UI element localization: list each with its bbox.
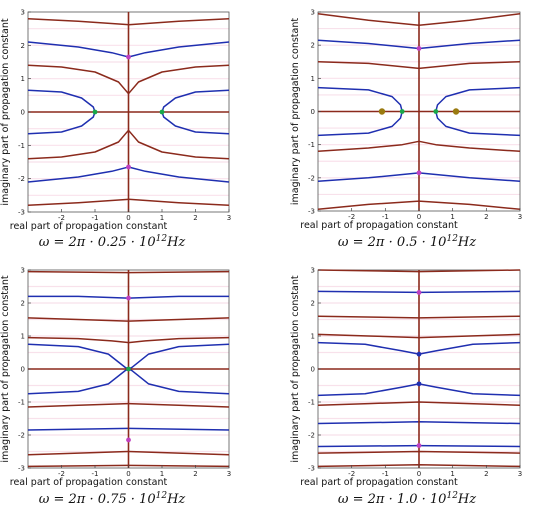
y-tick-label: 2 [311,42,315,50]
data-point-2 [126,164,131,170]
x-tick-label: 1 [160,470,164,478]
x-tick-label: 2 [484,213,488,221]
x-tick-label: -1 [92,214,99,222]
x-tick-label: -2 [58,214,65,222]
x-tick-label: 3 [518,213,522,221]
y-tick-label: 3 [311,9,315,17]
data-point-2 [416,443,422,448]
y-tick-label: 0 [311,108,315,116]
y-tick-label: -3 [18,209,25,217]
y-tick-label: 2 [21,42,25,50]
chart-caption: ω = 2π · 1.0 · 1012Hz [338,491,476,507]
x-tick-label: 0 [126,214,130,222]
chart-panel-4: -3 -2 -1 0 1 2 3 -2 -1 0 1 2 3 real part of propagati… [290,267,522,508]
x-axis-label: real part of propagation constant [10,477,168,488]
y-axis-label: imaginary part of propagation constant [290,18,301,205]
x-axis-label: real part of propagation constant [300,477,458,488]
x-tick-label: 3 [518,470,522,478]
chart-caption: ω = 2π · 0.5 · 1012Hz [338,234,476,250]
y-tick-label: 2 [311,300,315,308]
y-tick-label: -1 [18,399,25,407]
y-tick-label: -3 [18,465,25,473]
data-point-3 [92,109,98,115]
x-tick-label: 2 [484,470,488,478]
x-tick-label: 1 [450,470,454,478]
x-tick-label: 1 [450,213,454,221]
data-point-2 [126,437,131,443]
data-point-4 [416,381,422,387]
data-point-3 [378,108,386,115]
y-tick-label: -1 [308,141,315,149]
data-point-1 [126,295,131,301]
y-tick-label: 0 [21,366,25,374]
y-tick-label: -2 [18,432,25,440]
y-tick-label: 1 [21,75,25,83]
y-tick-label: -1 [18,142,25,150]
y-tick-label: 0 [311,366,315,374]
y-tick-label: -3 [308,465,315,473]
data-point-2 [416,170,422,176]
y-tick-label: -2 [308,432,315,440]
data-point-4 [452,108,460,115]
x-tick-label: -2 [58,470,65,478]
x-tick-label: 1 [160,214,164,222]
data-point-5 [399,109,405,114]
x-tick-label: -2 [348,213,355,221]
data-point-1 [416,290,422,295]
x-tick-label: 3 [227,214,231,222]
y-tick-label: -2 [18,175,25,183]
x-tick-label: -1 [92,470,99,478]
x-tick-label: 0 [417,213,421,221]
chart-caption: ω = 2π · 0.75 · 1012Hz [39,491,186,507]
x-axis-label: real part of propagation constant [10,221,168,232]
x-tick-label: 2 [193,214,197,222]
y-tick-label: -2 [308,174,315,182]
data-point-4 [159,109,165,115]
y-tick-label: 3 [21,267,25,275]
data-point-3 [126,366,131,372]
y-axis-label: imaginary part of propagation constant [0,275,11,462]
x-tick-label: 2 [193,470,197,478]
x-tick-label: 3 [227,470,231,478]
chart-panel-2: -3 -2 -1 0 1 2 3 -2 -1 0 1 2 3 real part of propagati… [290,9,522,251]
y-axis-label: imaginary part of propagation constant [0,18,11,205]
x-tick-label: -2 [348,470,355,478]
data-point-3 [416,351,422,357]
chart-panel-3: -3 -2 -1 0 1 2 3 -2 -1 0 1 2 3 real part of propagati… [0,267,231,508]
y-tick-label: 1 [21,333,25,341]
data-point-6 [433,109,439,114]
y-axis-label: imaginary part of propagation constant [290,275,301,462]
y-tick-label: 1 [311,333,315,341]
y-tick-label: -3 [308,208,315,216]
y-tick-label: 3 [311,267,315,275]
y-tick-label: 0 [21,109,25,117]
x-tick-label: -1 [382,213,389,221]
x-axis-label: real part of propagation constant [300,220,458,231]
y-tick-label: 2 [21,300,25,308]
y-tick-label: -1 [308,399,315,407]
x-tick-label: 0 [126,470,130,478]
chart-caption: ω = 2π · 0.25 · 1012Hz [39,234,186,250]
y-tick-label: 3 [21,9,25,17]
chart-panel-1: -3 -2 -1 0 1 2 3 -2 -1 0 1 2 3 real part of propagati… [0,9,231,251]
data-point-1 [416,46,422,51]
x-tick-label: 0 [417,470,421,478]
y-tick-label: 1 [311,75,315,83]
x-tick-label: -1 [382,470,389,478]
data-point-1 [126,54,131,60]
